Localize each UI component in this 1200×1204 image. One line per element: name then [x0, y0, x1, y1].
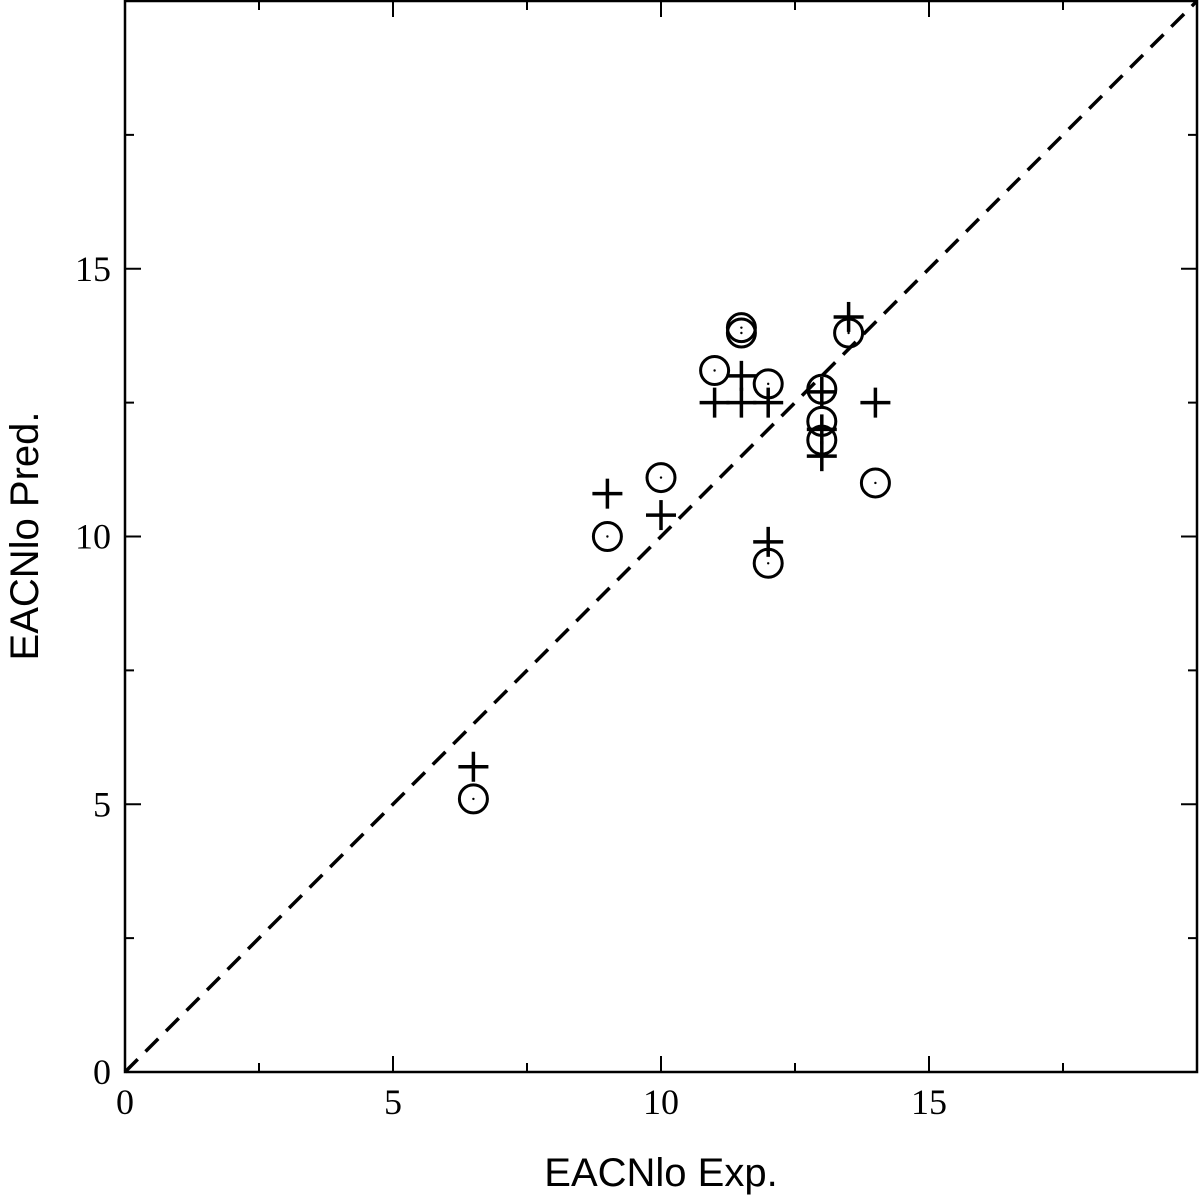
circle-marker-dot	[472, 797, 475, 801]
circle-marker	[752, 547, 784, 579]
circle-marker-ring	[645, 462, 677, 494]
circle-marker-ring	[591, 521, 623, 552]
data-markers	[457, 301, 891, 815]
x-tick-label: 10	[643, 1082, 679, 1122]
circle-marker-dot	[767, 382, 770, 386]
circle-marker-dot	[740, 331, 743, 335]
circle-marker-ring	[457, 783, 489, 815]
y-tick-label: 5	[93, 784, 111, 824]
circle-marker-dot	[874, 481, 877, 485]
circle-marker-dot	[713, 369, 716, 372]
plus-marker	[726, 360, 757, 391]
reference-line	[123, 0, 1199, 1074]
plus-marker	[458, 751, 489, 782]
circle-marker	[752, 368, 784, 400]
plus-marker	[833, 301, 864, 332]
circle-marker-dot	[740, 326, 743, 329]
circle-marker-ring	[752, 368, 784, 400]
circle-marker-dot	[820, 388, 823, 391]
circle-marker-ring	[859, 467, 891, 499]
plus-marker	[592, 478, 623, 509]
circle-marker	[859, 467, 891, 499]
circle-marker-dot	[847, 331, 850, 335]
circle-marker-ring	[806, 405, 838, 437]
x-tick-label: 0	[116, 1082, 134, 1122]
plus-marker	[699, 387, 730, 418]
circle-marker-dot	[659, 476, 663, 479]
circle-marker	[806, 373, 838, 405]
circle-marker-ring	[699, 354, 731, 386]
plus-marker	[646, 500, 676, 531]
circle-marker	[591, 521, 623, 552]
circle-marker	[833, 317, 865, 349]
circle-marker	[806, 405, 838, 437]
circle-marker-ring	[752, 547, 784, 579]
axis-ticks: 0 5 10 15 0 5 10 15	[75, 1, 1197, 1122]
circle-marker-dot	[820, 438, 823, 442]
x-tick-label: 15	[911, 1082, 947, 1122]
circle-marker	[806, 424, 838, 456]
y-axis-title: EACNlo Pred.	[3, 412, 47, 661]
circle-marker	[699, 354, 731, 386]
plus-marker	[753, 526, 784, 557]
circle-marker-ring	[806, 424, 838, 456]
y-tick-label: 0	[93, 1052, 111, 1092]
circle-marker-dot	[606, 535, 609, 538]
plus-marker	[753, 387, 784, 418]
circle-marker	[645, 462, 677, 494]
plus-marker	[726, 387, 757, 418]
circle-marker	[457, 783, 489, 815]
reference-line-layer	[123, 0, 1199, 1074]
plus-marker	[860, 387, 891, 418]
y-tick-label: 10	[75, 517, 111, 557]
circle-marker-dot	[767, 562, 770, 565]
circle-marker-ring	[806, 373, 838, 405]
x-tick-label: 5	[384, 1082, 402, 1122]
y-tick-label: 15	[75, 249, 111, 289]
circle-marker-ring	[725, 317, 757, 349]
x-axis-title: EACNlo Exp.	[544, 1151, 777, 1195]
circle-marker-ring	[833, 317, 865, 349]
plus-marker	[806, 441, 837, 472]
circle-marker-dot	[820, 420, 823, 423]
circle-marker	[725, 317, 757, 349]
